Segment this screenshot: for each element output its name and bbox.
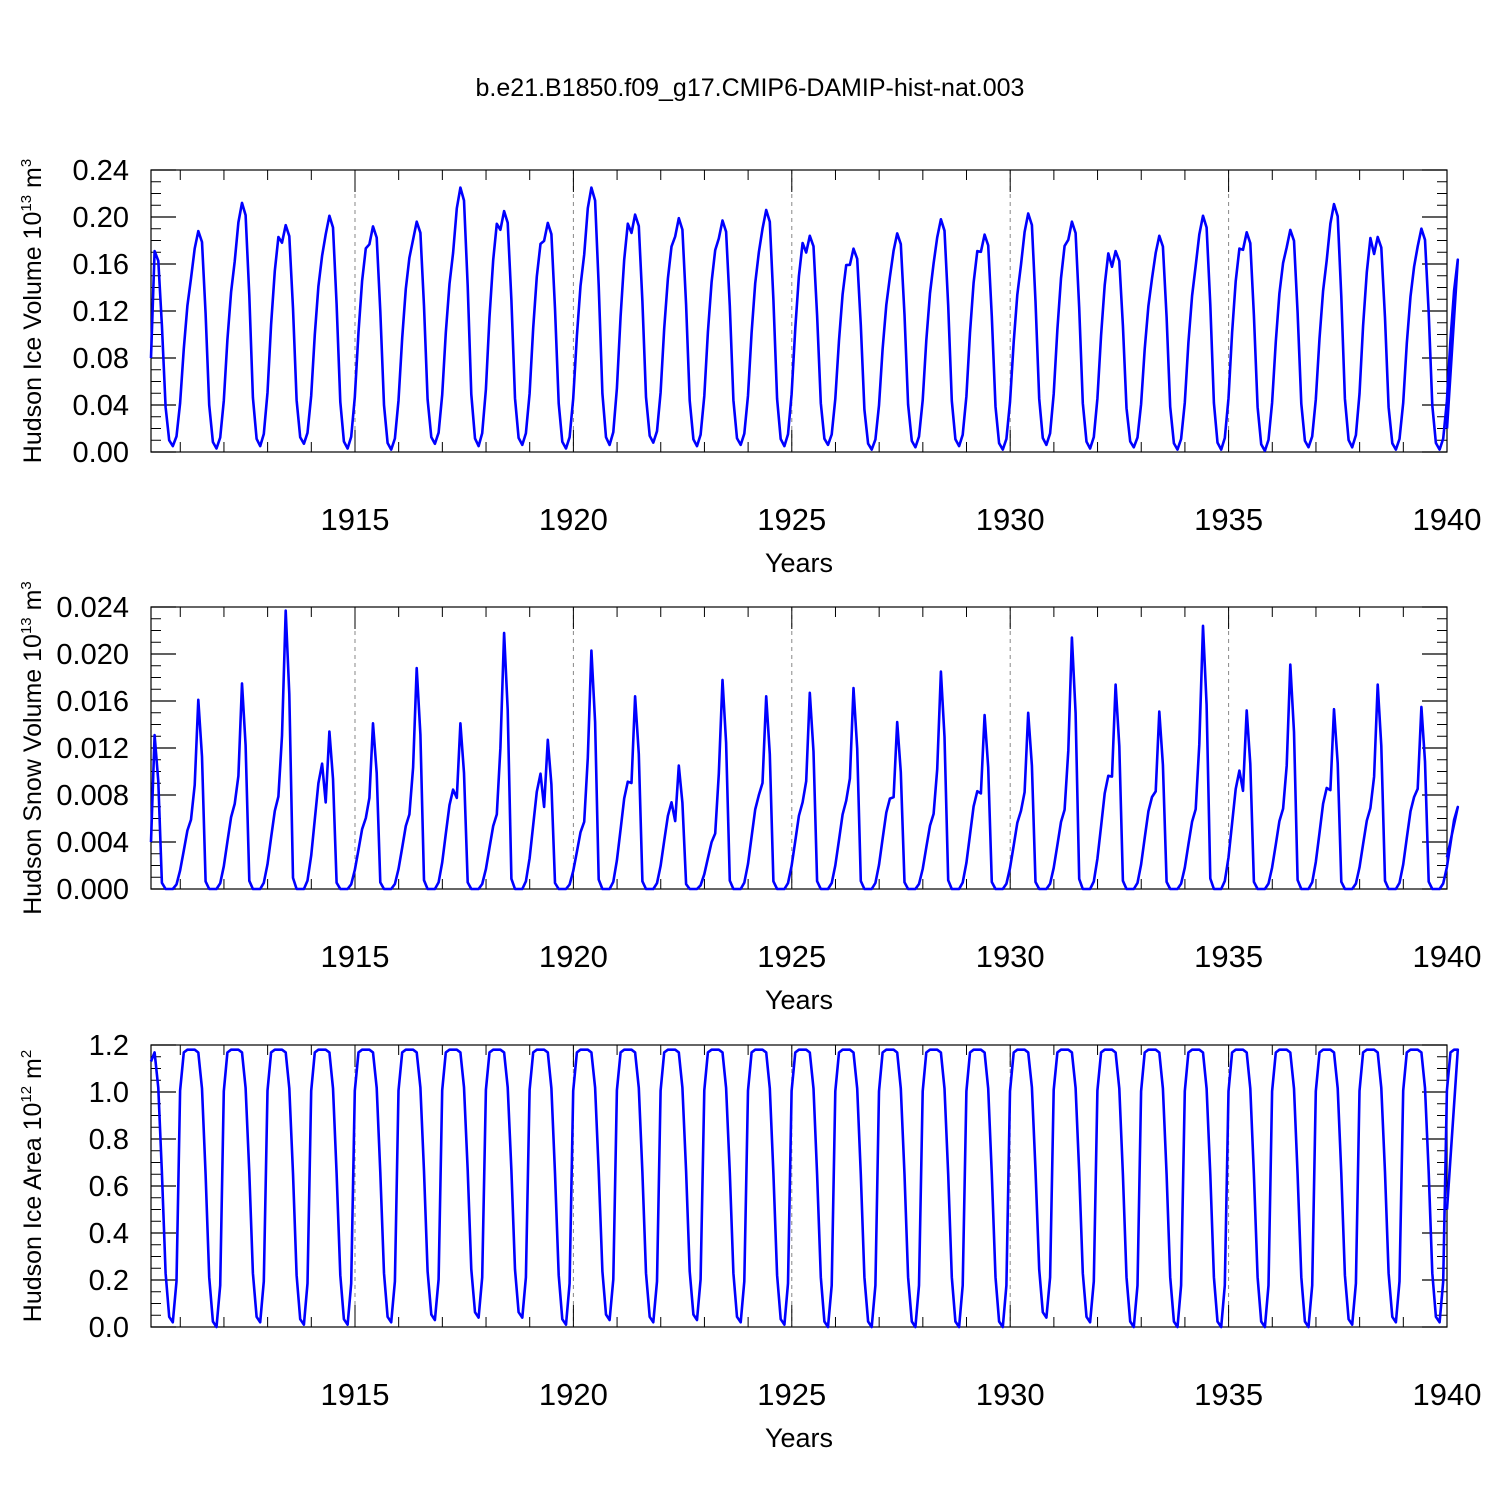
x-tick-label: 1915	[321, 1377, 390, 1412]
y-tick-label: 0.8	[89, 1124, 129, 1156]
x-axis-label: Years	[765, 1423, 833, 1453]
x-tick-label: 1935	[1194, 502, 1263, 537]
y-tick-label: 1.0	[89, 1077, 129, 1109]
series-line	[149, 609, 1460, 891]
panel-2: 0.000 0.004 0.008 0.012 0.016 0.020 0.024 1915 1…	[18, 581, 1481, 1015]
panel-1: 0.00 0.04 0.08 0.12 0.16 0.20 0.24 1915 1920 1925…	[18, 155, 1481, 578]
y-tick-label: 0.012	[56, 733, 129, 765]
y-axis-label: Hudson Ice Area 1012 m2	[18, 1050, 47, 1322]
y-tick-label: 0.6	[89, 1171, 129, 1203]
x-tick-label: 1940	[1413, 1377, 1482, 1412]
chart-title: b.e21.B1850.f09_g17.CMIP6-DAMIP-hist-nat…	[476, 74, 1025, 102]
y-tick-label: 0.016	[56, 686, 129, 718]
x-tick-label: 1935	[1194, 1377, 1263, 1412]
y-tick-label: 0.12	[73, 296, 129, 328]
y-tick-label: 0.24	[73, 155, 129, 187]
y-tick-label: 0.08	[73, 343, 129, 375]
x-tick-label: 1915	[321, 502, 390, 537]
y-tick-label: 0.4	[89, 1218, 129, 1250]
x-tick-label: 1920	[539, 502, 608, 537]
x-tick-label: 1920	[539, 1377, 608, 1412]
x-axis-label: Years	[765, 548, 833, 578]
y-tick-label: 0.000	[56, 874, 129, 906]
y-tick-label: 0.004	[56, 827, 129, 859]
series-line	[149, 1048, 1460, 1329]
x-tick-label: 1930	[976, 939, 1045, 974]
y-tick-label: 0.16	[73, 249, 129, 281]
y-axis-label: Hudson Ice Volume 1013 m3	[18, 159, 47, 463]
series-line	[149, 186, 1460, 453]
y-tick-label: 0.20	[73, 202, 129, 234]
x-tick-label: 1940	[1413, 939, 1482, 974]
x-tick-label: 1925	[757, 1377, 826, 1412]
y-tick-label: 0.020	[56, 639, 129, 671]
x-tick-label: 1930	[976, 1377, 1045, 1412]
x-tick-label: 1925	[757, 939, 826, 974]
x-tick-label: 1915	[321, 939, 390, 974]
y-tick-label: 0.008	[56, 780, 129, 812]
x-tick-label: 1920	[539, 939, 608, 974]
y-tick-label: 0.00	[73, 437, 129, 469]
y-tick-label: 1.2	[89, 1030, 129, 1062]
x-tick-label: 1935	[1194, 939, 1263, 974]
y-tick-label: 0.2	[89, 1265, 129, 1297]
x-tick-label: 1930	[976, 502, 1045, 537]
x-tick-label: 1925	[757, 502, 826, 537]
panel-3: 0.0 0.2 0.4 0.6 0.8 1.0 1.2 1915 1920 1925 1930 193…	[18, 1030, 1481, 1453]
x-axis-label: Years	[765, 985, 833, 1015]
y-tick-label: 0.04	[73, 390, 129, 422]
y-axis-label: Hudson Snow Volume 1013 m3	[18, 581, 47, 915]
plot-frame	[150, 1044, 1448, 1328]
y-tick-label: 0.024	[56, 592, 129, 624]
x-tick-label: 1940	[1413, 502, 1482, 537]
y-tick-label: 0.0	[89, 1312, 129, 1344]
